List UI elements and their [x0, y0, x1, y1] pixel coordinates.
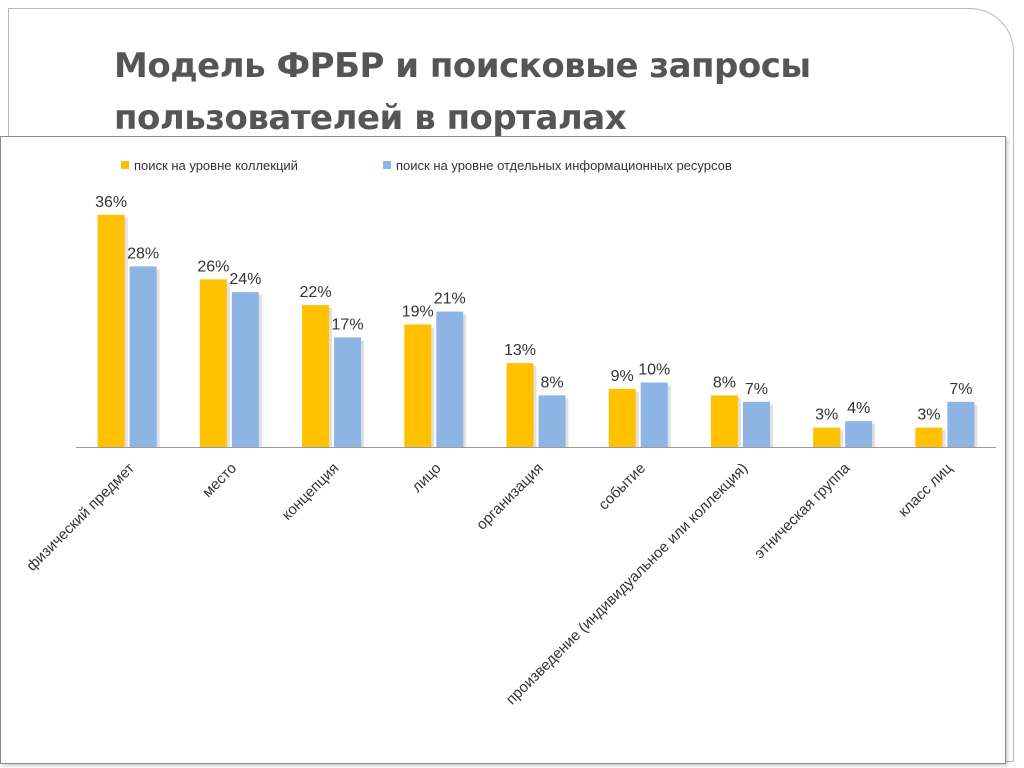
data-label-s1-2: 26%	[197, 258, 229, 275]
data-label-s1-7: 8%	[713, 374, 736, 391]
data-label-s1-9: 3%	[917, 407, 940, 424]
data-label-s2-2: 24%	[229, 271, 261, 288]
data-label-s1-4: 19%	[402, 303, 434, 320]
bar-s2-5	[538, 395, 566, 447]
data-label-s1-8: 3%	[815, 407, 838, 424]
bar-s1-2	[199, 279, 227, 447]
bar-s1-4	[404, 324, 432, 447]
x-tick-label-2: место	[199, 460, 240, 501]
data-label-s1-3: 22%	[300, 284, 332, 301]
data-label-s1-6: 9%	[611, 368, 634, 385]
slide-title-line2: пользователей в порталах	[114, 98, 627, 138]
x-tick-label-3: концепция	[279, 460, 343, 524]
bar-s1-7	[710, 395, 738, 447]
x-tick-label-8: этническая группа	[751, 459, 854, 562]
data-label-s1-5: 13%	[504, 342, 536, 359]
data-label-s1-1: 36%	[95, 194, 127, 211]
data-label-s2-9: 7%	[949, 381, 972, 398]
bar-s2-3	[334, 337, 362, 447]
legend-label-1: поиск на уровне коллекций	[134, 158, 298, 173]
bar-s2-9	[947, 401, 975, 447]
x-tick-label-6: событие	[595, 460, 649, 514]
bar-chart: поиск на уровне коллекций поиск на уровне…	[23, 158, 996, 708]
x-tick-label-7: произведение (индивидуальное или коллекц…	[503, 460, 751, 708]
x-tick-label-5: организация	[473, 460, 547, 534]
x-tick-label-1: физический предмет	[23, 460, 138, 575]
bar-s2-1	[129, 266, 157, 447]
bar-s1-8	[813, 427, 841, 447]
data-label-s2-5: 8%	[540, 374, 563, 391]
slide-title: Модель ФРБР и поисковые запросы пользова…	[114, 40, 934, 144]
data-label-s2-8: 4%	[847, 400, 870, 417]
bar-s1-3	[302, 305, 330, 447]
bar-s1-5	[506, 363, 534, 447]
data-label-s2-3: 17%	[332, 316, 364, 333]
bar-s2-2	[231, 292, 259, 447]
bar-s1-6	[608, 388, 636, 447]
bar-s2-6	[640, 382, 668, 447]
data-label-s2-7: 7%	[745, 381, 768, 398]
bar-s1-9	[915, 427, 943, 447]
bar-s1-1	[97, 214, 125, 447]
legend-label-2: поиск на уровне отдельных информационных…	[396, 158, 732, 173]
legend-swatch-1	[121, 161, 129, 169]
data-label-s2-1: 28%	[127, 245, 159, 262]
slide-title-line1: Модель ФРБР и поисковые запросы	[114, 46, 811, 86]
bar-s2-8	[845, 421, 873, 447]
x-tick-label-9: класс лиц	[895, 460, 956, 521]
legend-swatch-2	[383, 161, 391, 169]
data-label-s2-6: 10%	[638, 362, 670, 379]
bar-s2-7	[742, 401, 770, 447]
data-label-s2-4: 21%	[434, 291, 466, 308]
x-tick-label-4: лицо	[409, 460, 445, 496]
chart-container: поиск на уровне коллекций поиск на уровне…	[0, 136, 1006, 764]
bar-s2-4	[436, 311, 464, 447]
